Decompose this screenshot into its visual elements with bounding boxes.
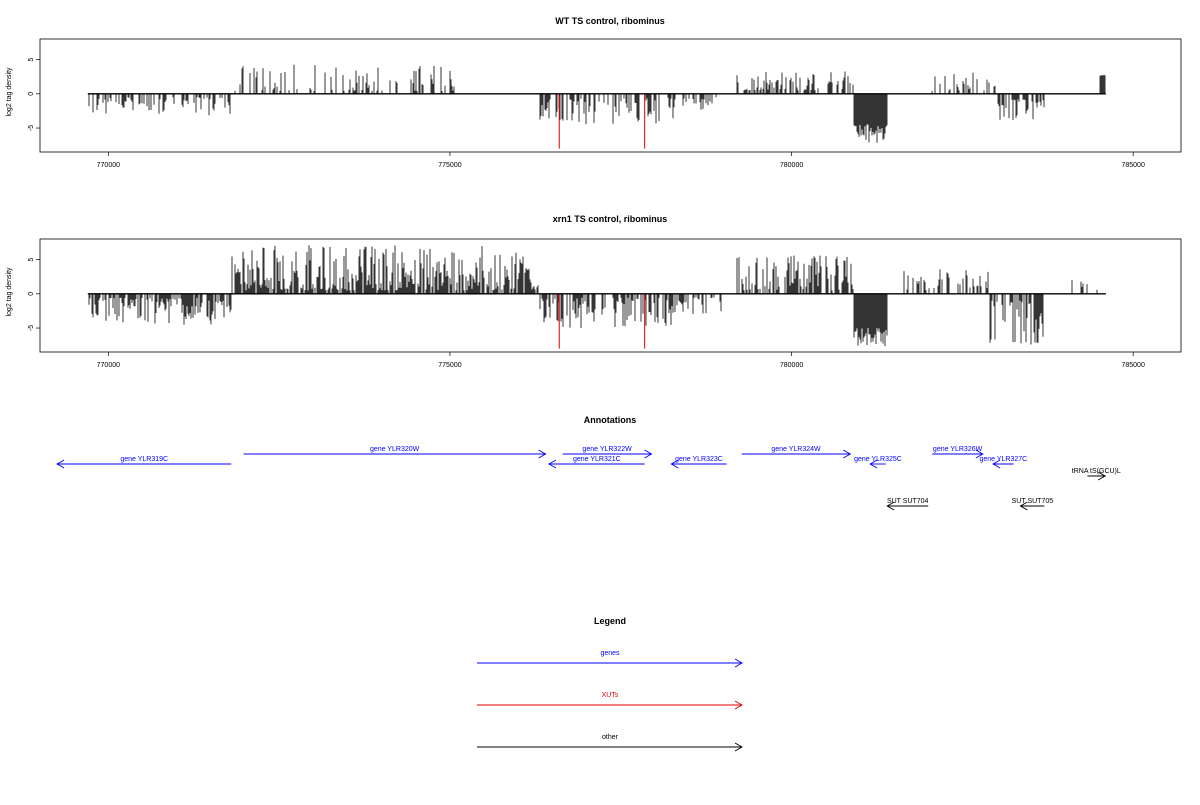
annotation-arrow-arrowhead — [843, 449, 852, 459]
legend-arrow-arrowhead — [734, 742, 743, 752]
legend-label: genes — [600, 650, 620, 657]
annotation-feature: gene YLR322W — [562, 446, 653, 459]
annotation-feature: gene YLR320W — [243, 446, 547, 459]
wt-y-tick-label: 0 — [28, 92, 35, 96]
annotation-arrow-arrowhead — [992, 459, 1001, 469]
xrn1-x-tick-label: 780000 — [780, 362, 803, 369]
wt-x-tick-label: 770000 — [97, 162, 120, 169]
wt-y-tick-label: 5 — [28, 57, 35, 61]
annotation-arrow-arrowhead — [670, 459, 679, 469]
xrn1-y-tick-label: 0 — [28, 292, 35, 296]
legend-arrow-arrowhead — [734, 658, 743, 668]
xrn1-axes: -5 0 5 770000 775000 780000 785000 — [28, 257, 1145, 369]
legend-title: Legend — [594, 616, 626, 626]
annotation-label: tRNA tS(GCU)L — [1072, 468, 1121, 475]
annotation-feature: SUT SUT705 — [1012, 498, 1054, 511]
wt-x-tick-label: 785000 — [1121, 162, 1144, 169]
annotation-feature: gene YLR321C — [548, 456, 645, 469]
legend-item-genes: genes — [477, 650, 743, 668]
wt-panel-title: WT TS control, ribominus — [555, 16, 665, 26]
annotation-arrow-arrowhead — [644, 449, 653, 459]
legend-item-other: other — [477, 734, 743, 752]
wt-y-axis-label: log2 tag density — [6, 67, 13, 117]
annotation-label: gene YLR321C — [573, 456, 621, 463]
annotation-label: gene YLR320W — [370, 446, 420, 453]
annotation-feature: gene YLR319C — [56, 456, 232, 469]
wt-x-tick-label: 775000 — [438, 162, 461, 169]
legend-label: other — [602, 734, 619, 741]
annotation-feature: tRNA tS(GCU)L — [1072, 468, 1121, 481]
legend-item-xuts: XUTs — [477, 692, 743, 710]
annotation-feature: SUT SUT704 — [886, 498, 929, 511]
annotations-title: Annotations — [584, 415, 637, 425]
annotation-label: gene YLR323C — [675, 456, 723, 463]
annotation-label: gene YLR325C — [854, 456, 902, 463]
wt-signal-bars — [88, 64, 1106, 149]
legend-label: XUTs — [602, 692, 619, 699]
wt-plot-frame — [39, 38, 1182, 153]
annotation-label: gene YLR319C — [120, 456, 168, 463]
annotation-label: SUT SUT705 — [1012, 498, 1054, 505]
annotation-arrow-arrowhead — [869, 459, 878, 469]
annotation-label: gene YLR322W — [582, 446, 632, 453]
xrn1-x-tick-label: 775000 — [438, 362, 461, 369]
wt-coverage-panel: WT TS control, ribominus log2 tag densit… — [6, 16, 1182, 169]
legend-items: genes XUTs other — [477, 650, 743, 752]
xrn1-y-tick-label: 5 — [28, 257, 35, 261]
annotation-features: gene YLR319C gene YLR320W gene YLR321C gene… — [56, 446, 1121, 511]
annotation-arrow-arrowhead — [56, 459, 65, 469]
xrn1-y-tick-label: -5 — [28, 325, 35, 331]
annotation-label: gene YLR327C — [979, 456, 1027, 463]
xrn1-coverage-panel: xrn1 TS control, ribominus log2 tag dens… — [6, 214, 1182, 369]
annotation-arrow-arrowhead — [975, 449, 984, 459]
annotation-label: gene YLR326W — [933, 446, 983, 453]
wt-y-tick-label: -5 — [28, 125, 35, 131]
xrn1-x-tick-label: 770000 — [97, 362, 120, 369]
xrn1-x-tick-label: 785000 — [1121, 362, 1144, 369]
annotation-label: SUT SUT704 — [887, 498, 929, 505]
annotation-feature: gene YLR323C — [670, 456, 727, 469]
annotation-feature: gene YLR325C — [854, 456, 902, 469]
annotation-arrow-arrowhead — [1019, 501, 1028, 511]
annotation-arrow-arrowhead — [886, 501, 895, 511]
annotation-feature: gene YLR326W — [932, 446, 984, 459]
wt-axes: -5 0 5 770000 775000 780000 785000 — [28, 57, 1145, 169]
annotation-arrow-arrowhead — [548, 459, 557, 469]
annotation-feature: gene YLR327C — [979, 456, 1027, 469]
annotation-arrow-arrowhead — [538, 449, 547, 459]
xrn1-panel-title: xrn1 TS control, ribominus — [553, 214, 668, 224]
legend-arrow-arrowhead — [734, 700, 743, 710]
annotation-arrow-arrowhead — [1097, 471, 1107, 481]
wt-x-tick-label: 780000 — [780, 162, 803, 169]
xrn1-signal-bars — [88, 245, 1098, 349]
annotation-feature: gene YLR324W — [741, 446, 852, 459]
legend: Legend genes XUTs other — [477, 616, 743, 752]
annotation-label: gene YLR324W — [771, 446, 821, 453]
xrn1-y-axis-label: log2 tag density — [6, 267, 13, 317]
xrn1-plot-frame — [39, 238, 1182, 353]
